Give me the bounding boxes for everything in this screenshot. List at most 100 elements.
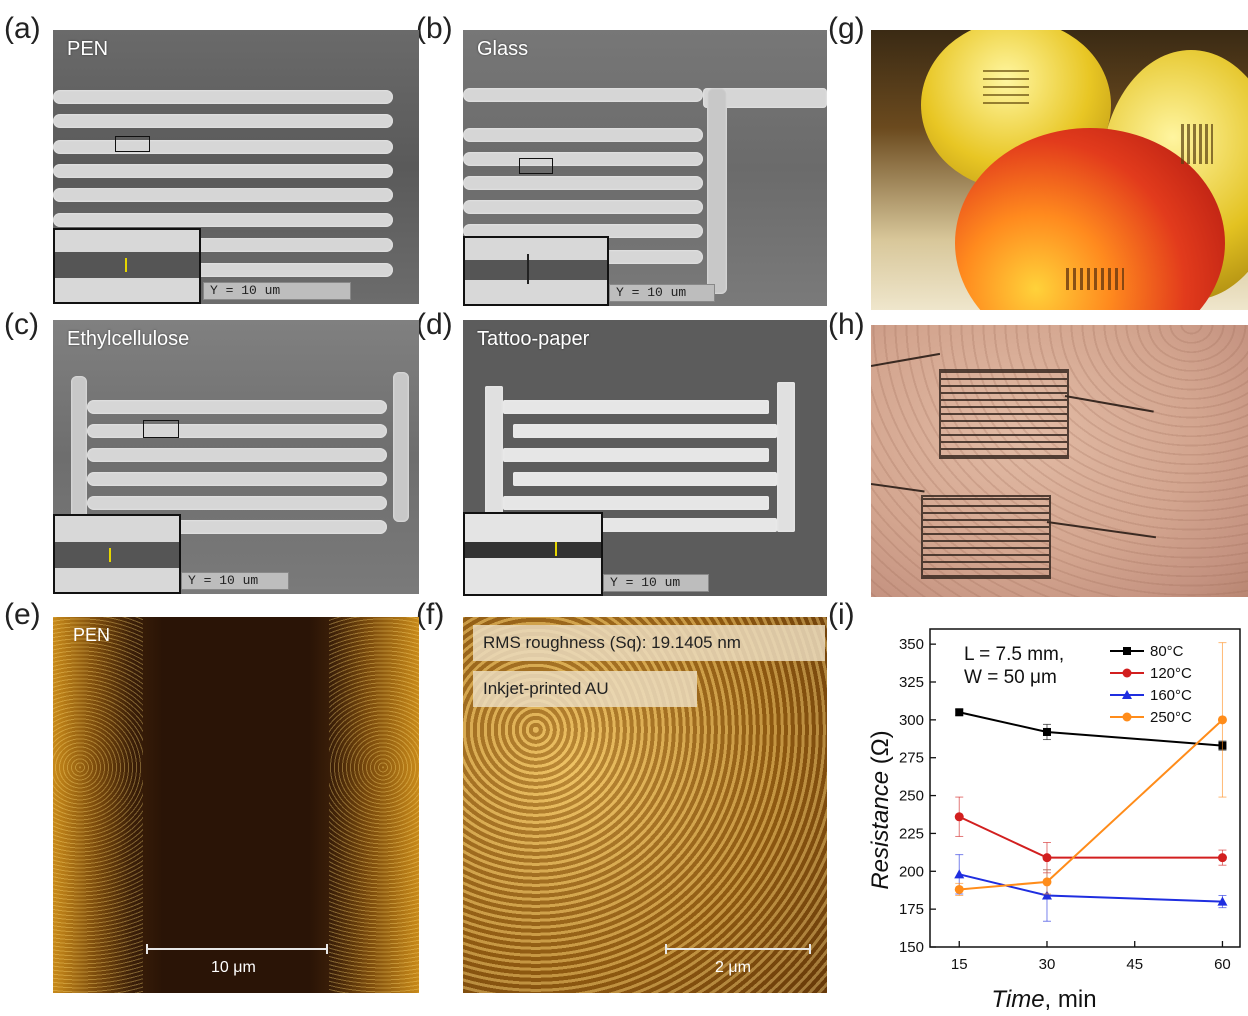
electrode-finger (463, 88, 703, 102)
y-tick-label: 325 (899, 674, 924, 691)
electrode-finger (463, 200, 703, 214)
data-point (1042, 877, 1052, 887)
panel-label-i: (i) (828, 598, 855, 631)
y-tick-label: 200 (899, 863, 924, 880)
data-point (1217, 715, 1227, 725)
bus-bar (703, 88, 827, 108)
tattoo-sensor (921, 495, 1051, 579)
zoom-region (143, 420, 179, 438)
legend-marker (1122, 690, 1132, 699)
micrograph-pen: PEN Y = 10 um (53, 30, 419, 304)
measure-tick (109, 548, 111, 562)
bus-bar (485, 386, 503, 536)
substrate-label: PEN (67, 38, 109, 60)
measure-tick (125, 258, 127, 272)
chart-svg: 150 175 200 225 250 275 300 325 350 15 30 45 60 80°C 1… (867, 628, 1241, 1013)
printed-sensor (1181, 124, 1213, 164)
electrode-finger (87, 496, 387, 510)
electrode-finger (87, 448, 387, 462)
inset-zoom (463, 236, 609, 306)
bus-bar (707, 88, 727, 294)
photo-finger (871, 325, 1248, 597)
scale-bar-cap (809, 944, 811, 954)
afm-gold: RMS roughness (Sq): 19.1405 nm Inkjet-pr… (463, 617, 827, 993)
data-point (1042, 727, 1051, 736)
afm-sample-label: PEN (73, 625, 111, 645)
electrode-finger (53, 213, 393, 227)
electrode-finger (87, 400, 387, 414)
series-line (959, 719, 1224, 891)
y-tick-label: 275 (899, 750, 924, 767)
tattoo-sensor (939, 369, 1069, 459)
data-point (954, 812, 964, 822)
micrograph-ethylcellulose: Ethylcellulose Y = 10 um (53, 320, 419, 594)
scale-bar-label: 2 μm (715, 959, 751, 976)
scale-readout: Y = 10 um (609, 284, 715, 302)
scale-bar-cap (326, 944, 328, 954)
x-tick-label: 45 (1126, 956, 1143, 973)
electrode-finger (87, 472, 387, 486)
data-point (954, 884, 964, 894)
y-tick-label: 250 (899, 788, 924, 805)
bus-bar (777, 382, 795, 532)
panel-label-f: (f) (416, 598, 445, 631)
resistance-chart: 150 175 200 225 250 275 300 325 350 15 30 45 60 80°C 1… (860, 615, 1248, 1013)
electrode-finger (503, 448, 769, 462)
panel-label-a: (a) (4, 12, 41, 45)
y-axis-label: Resistance (Ω) (867, 730, 894, 889)
afm-texture (329, 617, 419, 993)
legend-label: 160°C (1150, 687, 1192, 704)
electrode-finger (513, 424, 777, 438)
scale-readout: Y = 10 um (203, 282, 351, 300)
legend-marker (1122, 668, 1132, 678)
data-point (1217, 896, 1228, 906)
y-tick-label: 225 (899, 825, 924, 842)
x-axis-label-unit: , min (1045, 986, 1097, 1011)
scale-bar-cap (665, 944, 667, 954)
y-tick-label: 175 (899, 901, 924, 918)
electrode-finger (503, 496, 769, 510)
y-axis-label-unit: (Ω) (867, 730, 894, 771)
zoom-region (115, 136, 150, 152)
electrode-finger (53, 140, 393, 154)
panel-label-d: (d) (416, 308, 453, 341)
legend-label: 80°C (1150, 643, 1184, 660)
x-tick-label: 30 (1039, 956, 1056, 973)
electrode-finger (463, 176, 703, 190)
substrate-label: Tattoo-paper (477, 328, 590, 350)
scale-bar (665, 948, 811, 950)
x-axis-label-main: Time (991, 986, 1044, 1011)
panel-label-g: (g) (828, 12, 865, 45)
scale-bar (147, 948, 327, 950)
substrate-label: Ethylcellulose (67, 328, 190, 350)
data-point (1217, 853, 1227, 863)
series-line (959, 873, 1223, 903)
zoom-region (519, 158, 553, 174)
substrate-label: Glass (477, 38, 529, 60)
series-line (958, 815, 1223, 859)
measure-tick (555, 542, 557, 556)
data-point (954, 869, 965, 879)
electrode-finger (53, 90, 393, 104)
data-point (1042, 853, 1052, 863)
scale-bar-label: 10 μm (211, 959, 256, 976)
roughness-label: RMS roughness (Sq): 19.1405 nm (473, 625, 825, 661)
electrode-finger (503, 400, 769, 414)
measure-tick (527, 254, 529, 284)
annotation-line: W = 50 μm (964, 667, 1057, 688)
panel-label-e: (e) (4, 598, 41, 631)
printed-sensor (1066, 268, 1124, 290)
legend-marker (1122, 712, 1132, 722)
afm-pen: PEN 10 μm (53, 617, 419, 993)
electrode-finger (53, 164, 393, 178)
legend-marker (1123, 647, 1131, 655)
panel-label-h: (h) (828, 308, 865, 341)
data-point (1041, 890, 1052, 900)
panel-label-c: (c) (4, 308, 39, 341)
scale-readout: Y = 10 um (181, 572, 289, 590)
electrode-finger (513, 472, 777, 486)
electrode-finger (463, 128, 703, 142)
electrode-finger (87, 424, 387, 438)
y-tick-label: 350 (899, 636, 924, 653)
x-axis-label: Time, min (991, 986, 1096, 1011)
